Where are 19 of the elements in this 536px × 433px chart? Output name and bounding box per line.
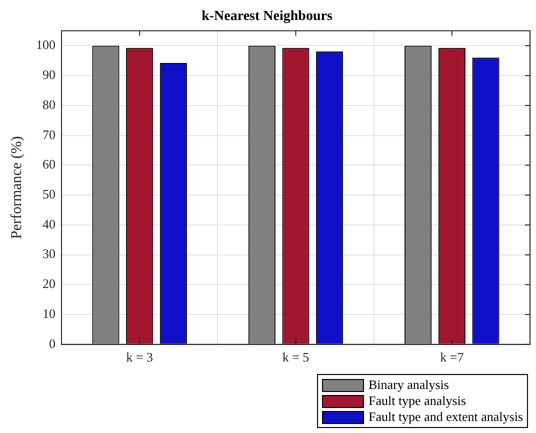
x-tick-label: k = 3 [126,350,154,365]
legend-label: Fault type analysis [368,393,466,409]
y-tick-label: 60 [42,156,56,172]
y-tick-label: 30 [42,246,56,262]
y-axis-title: Performance (%) [8,136,25,240]
legend-label: Binary analysis [368,377,449,393]
x-tick-label: k = 5 [282,350,310,365]
y-tick-label: 10 [42,306,56,321]
y-tick-label: 80 [42,96,56,112]
y-tick-label: 70 [42,126,56,142]
y-tick-label: 90 [42,67,56,82]
y-tick-label: 100 [36,37,56,52]
y-tick-label: 0 [49,336,56,351]
legend-label: Fault type and extent analysis [368,409,523,425]
y-tick-label: 50 [42,186,56,202]
y-tick-label: 40 [42,216,56,232]
chart-title: k-Nearest Neighbours [202,9,333,24]
y-tick-label: 20 [42,276,56,292]
x-tick-label: k =7 [440,350,464,365]
